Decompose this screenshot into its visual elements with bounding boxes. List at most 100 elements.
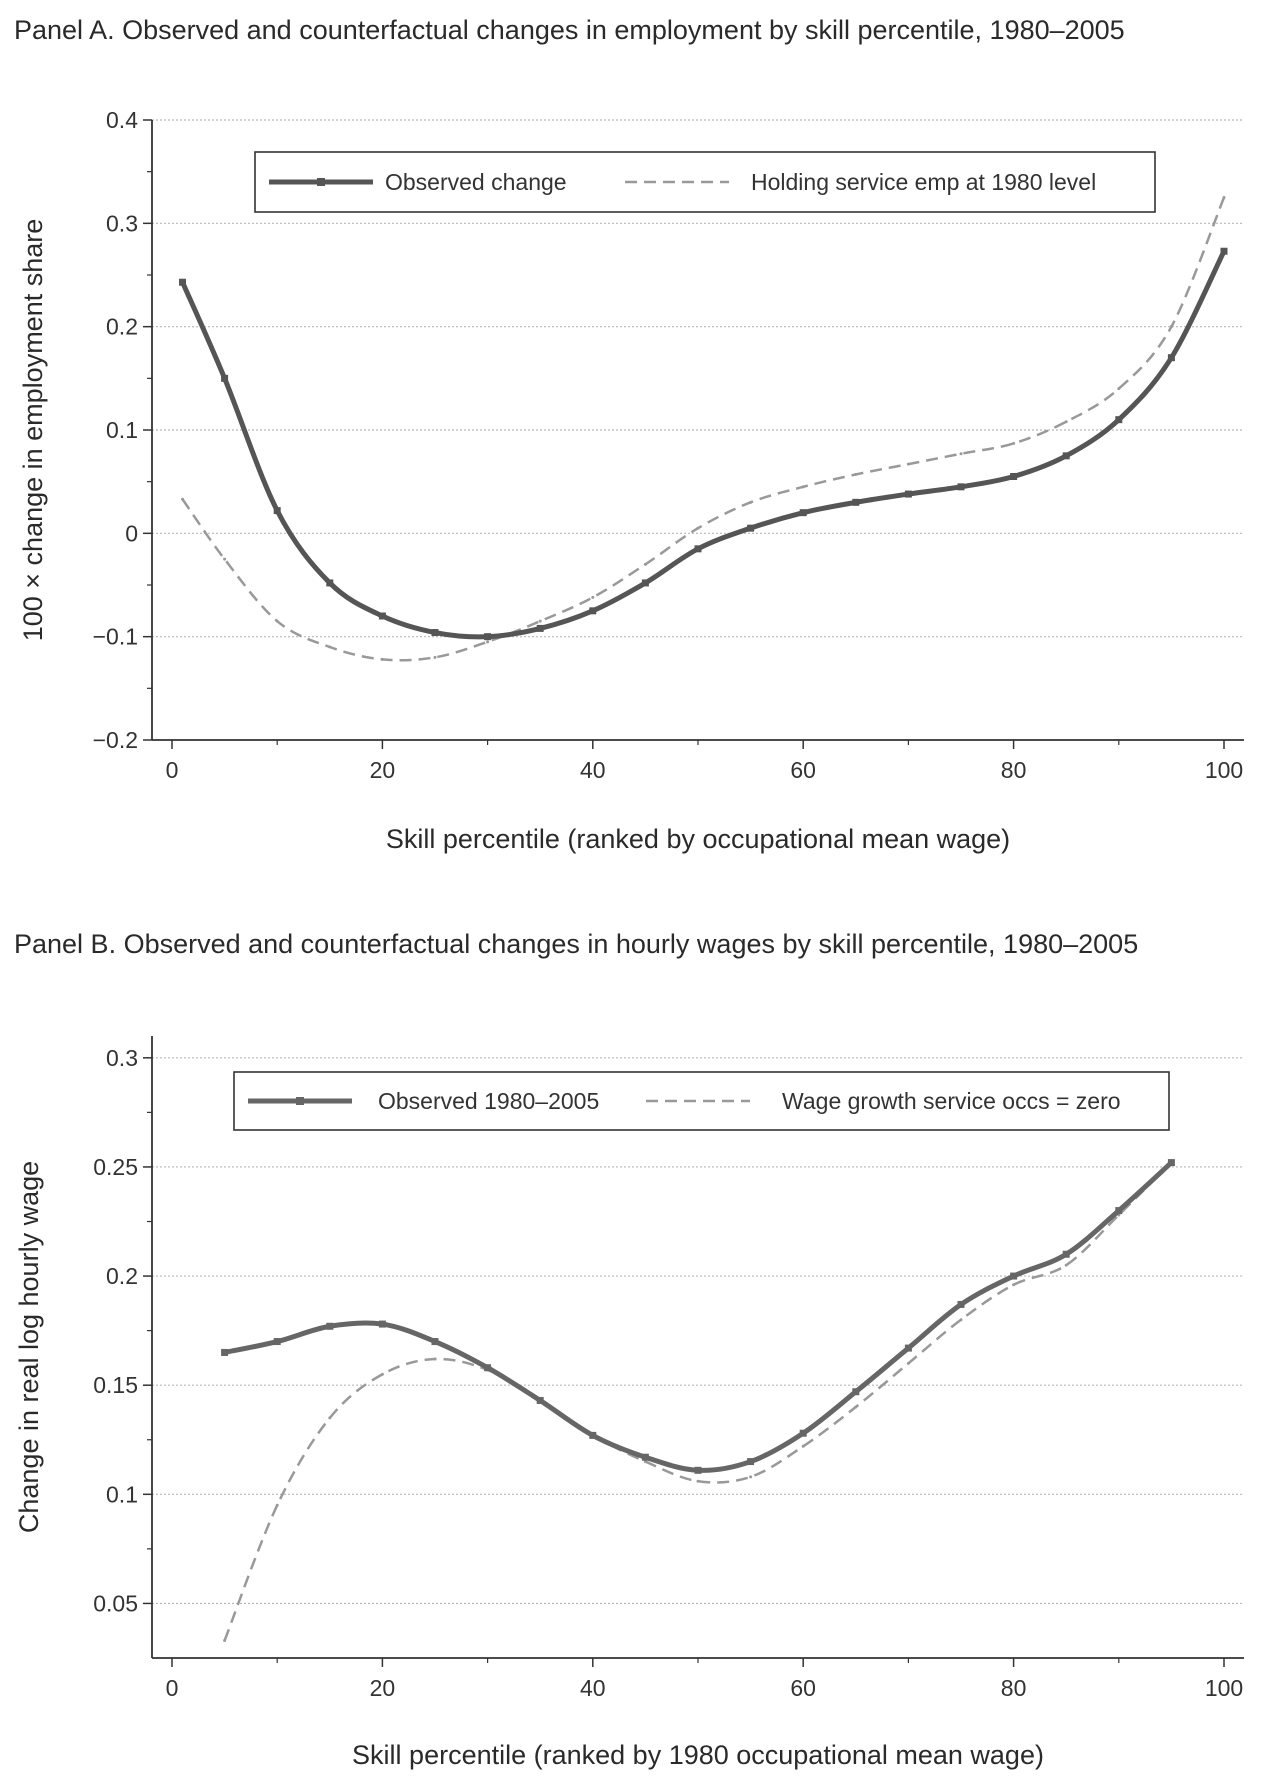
y-tick-label: 0.3 [106,210,138,236]
data-point [854,472,858,476]
series-a-0 [179,247,1228,641]
data-point-marker [747,1458,755,1466]
data-point-marker [1115,1207,1123,1215]
data-point-marker [536,624,544,632]
data-point-marker [273,507,281,515]
data-point-marker [1010,1272,1018,1280]
data-point-marker [378,1320,386,1328]
x-tick-label: 40 [580,757,606,783]
data-point-marker [431,1338,439,1346]
data-point [801,1444,805,1448]
data-point [1012,1283,1016,1287]
series-a-1 [181,196,1226,662]
data-point-marker [1115,416,1123,424]
data-point [906,1361,910,1365]
data-point-marker [904,490,912,498]
data-point-marker [221,1348,229,1356]
data-point-marker [641,1453,649,1461]
data-point [959,452,963,456]
y-axis-title: 100 × change in employment share [18,219,48,642]
y-tick-label: 0.2 [106,1263,138,1289]
y-tick-label: 0.3 [106,1045,138,1071]
y-tick-label: 0.15 [93,1372,138,1398]
data-point [433,1357,437,1361]
data-point [1064,1263,1068,1267]
data-point-marker [536,1396,544,1404]
chart-panel-a: −0.2 −0.1 0 0.1 0.2 0.3 0.4 0 20 40 60 80 100 Skill p… [18,107,1244,854]
data-point-marker [378,612,386,620]
data-point-marker [904,1344,912,1352]
data-point-marker [273,1338,281,1346]
data-point-marker [1220,247,1228,255]
data-point [275,619,279,623]
data-point-marker [957,1300,965,1308]
data-point [906,462,910,466]
data-point-marker [852,1388,860,1396]
data-point [181,497,185,501]
x-tick-label: 40 [580,1675,606,1701]
data-point-marker [1062,452,1070,460]
legend-swatch-marker [296,1097,304,1105]
legend-label: Observed change [385,169,567,195]
data-point [643,562,647,566]
data-point-marker [1062,1250,1070,1258]
data-point-marker [326,1322,334,1330]
data-point-marker [641,579,649,587]
data-point-marker [799,1429,807,1437]
data-point-marker [221,374,229,382]
data-point-marker [852,498,860,506]
x-tick-label: 0 [166,1675,179,1701]
y-tick-label: 0.1 [106,417,138,443]
x-axis-title: Skill percentile (ranked by occupational… [386,824,1010,854]
data-point [854,1405,858,1409]
data-point-marker [694,545,702,553]
data-point [486,640,490,644]
data-point-marker [484,1364,492,1372]
data-point-marker [1167,1159,1175,1167]
series-line-dashed [223,1161,1173,1641]
data-point [538,619,542,623]
legend-label: Holding service emp at 1980 level [751,169,1096,195]
y-tick-label: 0.4 [106,107,138,133]
data-point-marker [1167,354,1175,362]
legend-a: Observed change Holding service emp at 19… [254,151,1156,213]
series-line-observed [180,250,1227,640]
legend-box [233,1071,1170,1131]
data-point [380,657,384,661]
y-tick-label: 0.2 [106,314,138,340]
y-tick-label: −0.1 [93,624,138,650]
data-point [328,1416,332,1420]
series-line-observed [224,1160,1174,1473]
chart-panel-b: 0.05 0.1 0.15 0.2 0.25 0.3 0 20 40 60 80 100 Skill p… [14,1036,1244,1770]
x-tick-label: 80 [1001,1675,1027,1701]
y-tick-label: 0.25 [93,1154,138,1180]
data-point [959,1318,963,1322]
data-point-marker [326,579,334,587]
data-point [1117,387,1121,391]
data-point [380,1372,384,1376]
x-tick-label: 20 [370,1675,396,1701]
data-point [696,526,700,530]
legend-label: Observed 1980–2005 [378,1088,599,1114]
y-tick-label: 0.05 [93,1590,138,1616]
x-tick-label: 100 [1205,1675,1243,1701]
data-point-marker [431,629,439,637]
data-point [1169,325,1173,329]
data-point [749,1475,753,1479]
data-point-marker [747,524,755,532]
data-point [223,557,227,561]
y-tick-label: 0 [125,520,138,546]
x-axis-title: Skill percentile (ranked by 1980 occupat… [352,1740,1044,1770]
data-point [328,645,332,649]
x-tick-label: 60 [790,757,816,783]
data-point-marker [694,1466,702,1474]
data-point [801,485,805,489]
data-point [1222,196,1226,199]
data-point-marker [799,509,807,517]
data-point [696,1479,700,1483]
data-point [1012,441,1016,445]
y-tick-label: −0.2 [93,727,138,753]
series-line-dashed [181,197,1226,662]
legend-b: Observed 1980–2005 Wage growth service oc… [233,1071,1170,1131]
data-point [433,655,437,659]
